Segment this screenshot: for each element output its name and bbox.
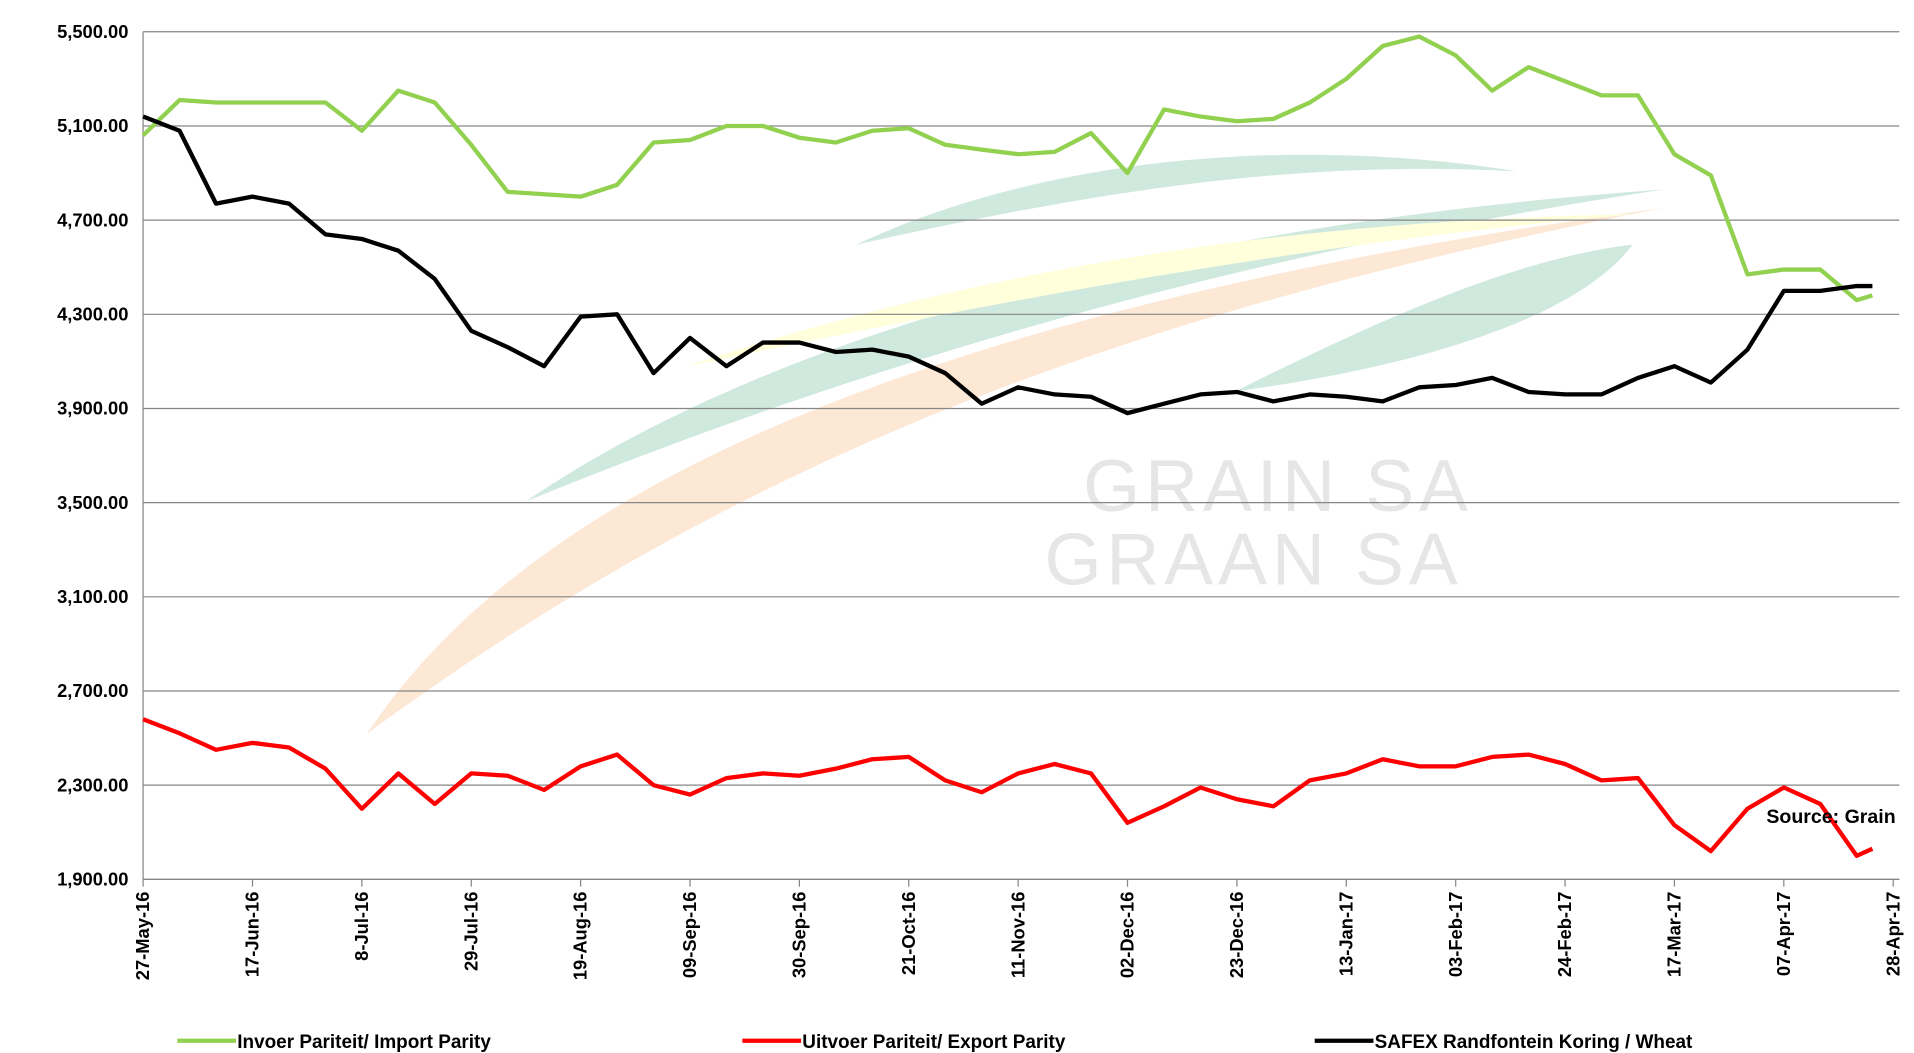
y-tick-label: 4,300.00 [57,303,128,324]
y-tick-label: 1,900.00 [57,868,128,889]
x-tick-label: 17-Jun-16 [242,892,263,978]
series-line [143,719,1872,856]
watermark-text: GRAAN SA [1044,519,1462,601]
x-tick-label: 19-Aug-16 [570,892,591,981]
y-tick-label: 3,100.00 [57,586,128,607]
watermark-text: GRAIN SA [1083,445,1473,527]
page: {"chart_data":{"type":"line", "watermark… [0,0,1914,1053]
chart: GRAIN SA GRAAN SA Source: Grain 1,900.00… [0,0,1914,1053]
x-tick-label: 29-Jul-16 [460,892,481,971]
legend-label: Invoer Pariteit/ Import Parity [237,1032,491,1053]
x-tick-label: 03-Feb-17 [1445,892,1466,978]
x-tick-label: 30-Sep-16 [789,892,810,979]
y-tick-label: 5,500.00 [57,21,128,42]
legend-label: Uitvoer Pariteit/ Export Parity [802,1032,1066,1053]
y-tick-label: 4,700.00 [57,209,128,230]
x-tick-label: 17-Mar-17 [1664,892,1685,978]
y-tick-label: 5,100.00 [57,115,128,136]
x-tick-label: 02-Dec-16 [1117,892,1138,979]
x-tick-label: 21-Oct-16 [898,892,919,976]
x-tick-label: 07-Apr-17 [1773,892,1794,977]
x-tick-label: 13-Jan-17 [1335,892,1356,977]
y-tick-label: 3,900.00 [57,398,128,419]
x-tick-label: 09-Sep-16 [679,892,700,979]
y-tick-label: 2,300.00 [57,774,128,795]
x-tick-label: 23-Dec-16 [1226,892,1247,979]
annotation: Source: Grain [1766,806,1895,828]
x-tick-label: 27-May-16 [132,892,153,981]
y-tick-label: 2,700.00 [57,680,128,701]
x-tick-label: 8-Jul-16 [351,892,372,961]
x-tick-label: 24-Feb-17 [1554,892,1575,978]
legend-label: SAFEX Randfontein Koring / Wheat [1375,1032,1693,1053]
y-tick-label: 3,500.00 [57,492,128,513]
x-tick-label: 28-Apr-17 [1882,892,1903,977]
x-tick-label: 11-Nov-16 [1007,892,1028,979]
